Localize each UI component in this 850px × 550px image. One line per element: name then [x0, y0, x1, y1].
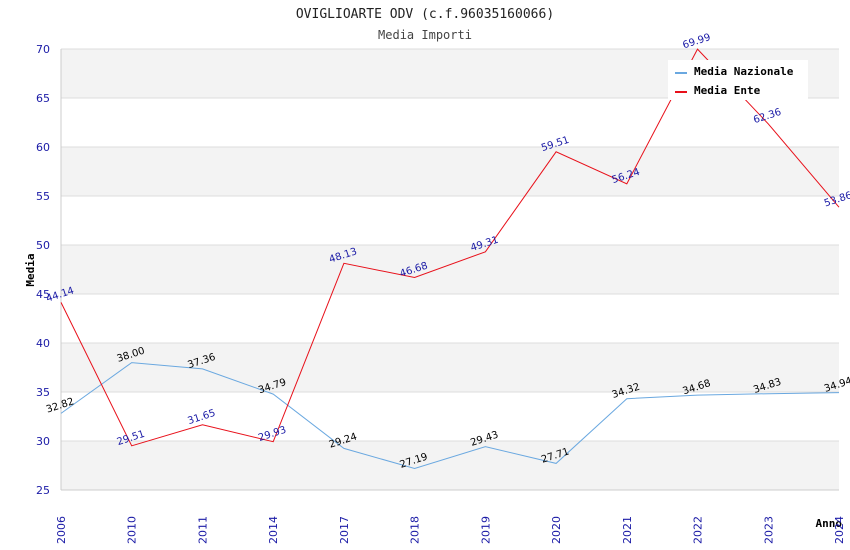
x-tick-label: 2023	[762, 516, 775, 544]
x-tick-label: 2010	[126, 516, 139, 544]
y-tick-label: 70	[36, 43, 50, 56]
x-tick-label: 2019	[479, 516, 492, 544]
plot-bands	[61, 48, 839, 491]
legend-box	[668, 60, 808, 100]
series-line-nazionale	[60, 362, 840, 470]
plot-band	[61, 392, 839, 441]
y-tick-label: 50	[36, 239, 50, 252]
y-tick-label: 35	[36, 386, 50, 399]
plot-band	[61, 98, 839, 147]
x-tick-label: 2021	[621, 516, 634, 544]
x-tick-label: 2022	[692, 516, 705, 544]
x-tick-label: 2024	[833, 516, 846, 544]
legend-label-ente: Media Ente	[694, 84, 761, 97]
x-tick-label: 2017	[338, 516, 351, 544]
y-tick-labels: 25 30 35 40 45 50 55 60 65 70	[36, 43, 50, 497]
plot-band	[61, 294, 839, 343]
y-tick-label: 30	[36, 435, 50, 448]
chart-title: OVIGLIOARTE ODV (c.f.96035160066)	[296, 7, 554, 22]
x-tick-label: 2011	[196, 516, 209, 544]
y-axis-title: Media	[24, 253, 37, 286]
x-axis-title: Anno	[816, 517, 843, 530]
x-tick-labels: 2006 2010 2011 2014 2017 2018 2019 2020 2021 2022…	[55, 516, 846, 544]
y-tick-label: 55	[36, 190, 50, 203]
legend-label-nazionale: Media Nazionale	[694, 65, 794, 78]
plot-band	[61, 147, 839, 196]
y-tick-label: 65	[36, 92, 50, 105]
x-tick-label: 2014	[267, 516, 280, 544]
legend: Media Nazionale Media Ente	[668, 60, 808, 100]
axes	[60, 49, 839, 491]
chart-subtitle: Media Importi	[378, 28, 472, 42]
y-tick-label: 25	[36, 484, 50, 497]
plot-band	[61, 245, 839, 294]
y-tick-label: 40	[36, 337, 50, 350]
x-tick-label: 2020	[550, 516, 563, 544]
data-label-ente: 69.99	[681, 32, 712, 51]
y-tick-label: 60	[36, 141, 50, 154]
plot-band	[61, 441, 839, 490]
x-tick-label: 2006	[55, 516, 68, 544]
x-tick-label: 2018	[409, 516, 422, 544]
y-tick-label: 45	[36, 288, 50, 301]
plot-band	[61, 343, 839, 392]
plot-band	[61, 196, 839, 245]
